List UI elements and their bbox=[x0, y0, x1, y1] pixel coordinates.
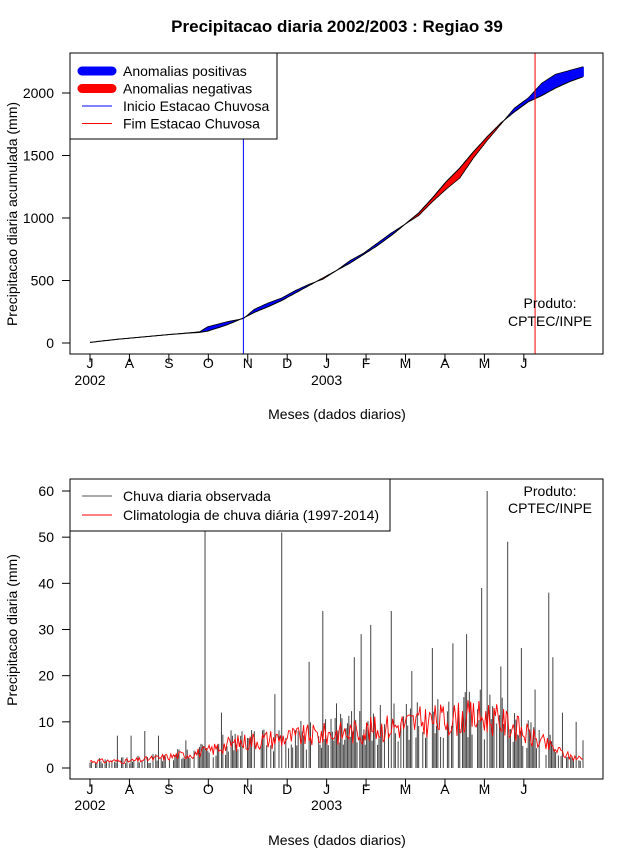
bottom-source-line1: Produto: bbox=[524, 483, 577, 499]
top-y-tick-label: 2000 bbox=[23, 85, 54, 101]
top-month-label: N bbox=[243, 355, 253, 371]
accumulated-lines bbox=[89, 53, 584, 354]
bottom-y-label: Precipitacao diaria (mm) bbox=[4, 554, 20, 706]
top-plot-frame bbox=[69, 52, 604, 355]
bottom-month-label: J bbox=[323, 781, 330, 797]
bottom-month-label: S bbox=[164, 781, 173, 797]
bottom-month-label: N bbox=[243, 781, 253, 797]
top-legend-label: Inicio Estacao Chuvosa bbox=[123, 98, 270, 114]
bottom-legend-box bbox=[69, 478, 391, 532]
climatology-line-group bbox=[89, 700, 583, 765]
bottom-month-label: A bbox=[125, 781, 135, 797]
bottom-y-tick-label: 60 bbox=[38, 483, 54, 499]
bottom-y-tick-label: 50 bbox=[38, 529, 54, 545]
top-month-label: A bbox=[125, 355, 135, 371]
top-legend-label: Fim Estacao Chuvosa bbox=[123, 116, 260, 132]
observed-accumulated-line bbox=[89, 66, 584, 343]
bottom-source-line2: CPTEC/INPE bbox=[508, 500, 592, 516]
top-x-label: Meses (dados diarios) bbox=[268, 406, 406, 422]
top-source-line2: CPTEC/INPE bbox=[508, 313, 592, 329]
top-legend-label: Anomalias positivas bbox=[123, 63, 247, 79]
daily-bars bbox=[89, 491, 584, 768]
top-month-label: J bbox=[323, 355, 330, 371]
top-y-tick-label: 1500 bbox=[23, 148, 54, 164]
bottom-month-label: J bbox=[520, 781, 527, 797]
top-y-tick-label: 0 bbox=[46, 335, 54, 351]
climatology-daily-line bbox=[89, 700, 583, 765]
top-month-label: S bbox=[164, 355, 173, 371]
top-month-label: J bbox=[87, 355, 94, 371]
top-month-label: F bbox=[362, 355, 371, 371]
bottom-y-tick-label: 10 bbox=[38, 714, 54, 730]
bottom-legend-label: Chuva diaria observada bbox=[123, 488, 271, 504]
bottom-month-label: M bbox=[479, 781, 491, 797]
chart-title: Precipitacao diaria 2002/2003 : Regiao 3… bbox=[171, 17, 503, 36]
bottom-month-label: D bbox=[282, 781, 292, 797]
top-source-line1: Produto: bbox=[524, 295, 577, 311]
bottom-y-tick-label: 20 bbox=[38, 668, 54, 684]
bottom-year-label: 2002 bbox=[74, 797, 105, 813]
bottom-month-label: A bbox=[440, 781, 450, 797]
bottom-year-label: 2003 bbox=[311, 797, 342, 813]
bottom-legend-label: Climatologia de chuva diária (1997-2014) bbox=[123, 507, 379, 523]
top-month-label: D bbox=[282, 355, 292, 371]
bottom-y-tick-label: 0 bbox=[46, 760, 54, 776]
bottom-month-label: O bbox=[203, 781, 214, 797]
top-month-label: O bbox=[203, 355, 214, 371]
top-year-label: 2003 bbox=[311, 372, 342, 388]
bottom-y-tick-label: 30 bbox=[38, 622, 54, 638]
top-year-label: 2002 bbox=[74, 372, 105, 388]
bottom-y-tick-label: 40 bbox=[38, 575, 54, 591]
top-y-tick-label: 1000 bbox=[23, 210, 54, 226]
bottom-x-label: Meses (dados diarios) bbox=[268, 832, 406, 848]
bottom-month-label: M bbox=[400, 781, 412, 797]
bottom-month-label: F bbox=[362, 781, 371, 797]
top-legend-label: Anomalias negativas bbox=[123, 81, 252, 97]
top-legend: Anomalias positivas Anomalias negativasIn… bbox=[69, 52, 278, 140]
bottom-month-label: J bbox=[87, 781, 94, 797]
top-y-label: Precipitacao diaria acumulada (mm) bbox=[4, 102, 20, 326]
top-month-label: A bbox=[440, 355, 450, 371]
top-y-tick-label: 500 bbox=[31, 273, 55, 289]
top-month-label: J bbox=[520, 355, 527, 371]
top-month-label: M bbox=[479, 355, 491, 371]
top-month-label: M bbox=[400, 355, 412, 371]
bottom-legend: Chuva diaria observada Climatologia de ch… bbox=[69, 478, 391, 532]
